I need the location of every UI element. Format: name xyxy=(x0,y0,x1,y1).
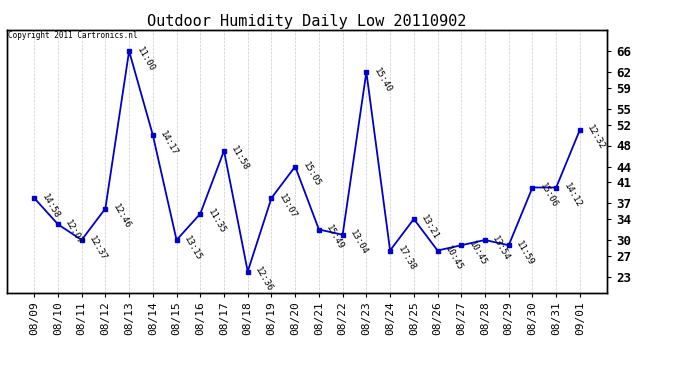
Text: 12:37: 12:37 xyxy=(87,234,108,262)
Text: 14:12: 14:12 xyxy=(562,182,583,209)
Text: 13:21: 13:21 xyxy=(420,213,441,241)
Text: 14:17: 14:17 xyxy=(159,129,179,157)
Text: 10:45: 10:45 xyxy=(443,244,464,272)
Text: 11:59: 11:59 xyxy=(514,239,535,267)
Text: 12:46: 12:46 xyxy=(111,202,132,230)
Text: Copyright 2011 Cartronics.nl: Copyright 2011 Cartronics.nl xyxy=(8,32,137,40)
Text: 15:06: 15:06 xyxy=(538,182,560,209)
Text: 12:07: 12:07 xyxy=(63,218,85,246)
Text: 10:45: 10:45 xyxy=(467,239,488,267)
Text: 15:49: 15:49 xyxy=(324,224,346,251)
Text: 11:35: 11:35 xyxy=(206,208,227,236)
Text: 13:54: 13:54 xyxy=(491,234,512,262)
Text: 14:58: 14:58 xyxy=(40,192,61,220)
Text: 15:05: 15:05 xyxy=(301,160,322,188)
Title: Outdoor Humidity Daily Low 20110902: Outdoor Humidity Daily Low 20110902 xyxy=(148,14,466,29)
Text: 11:00: 11:00 xyxy=(135,45,156,73)
Text: 15:40: 15:40 xyxy=(372,66,393,94)
Text: 12:36: 12:36 xyxy=(253,266,275,293)
Text: 13:15: 13:15 xyxy=(182,234,204,262)
Text: 11:58: 11:58 xyxy=(230,145,250,172)
Text: 13:07: 13:07 xyxy=(277,192,298,220)
Text: 13:04: 13:04 xyxy=(348,229,369,256)
Text: 12:32: 12:32 xyxy=(586,124,607,152)
Text: 17:38: 17:38 xyxy=(395,244,417,272)
